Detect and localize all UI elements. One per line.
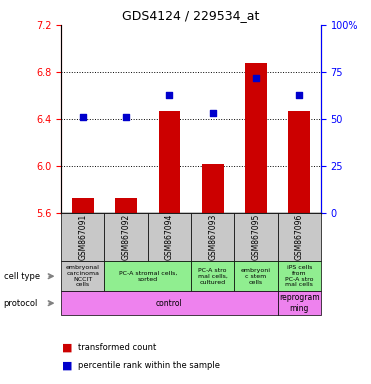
Bar [289, 111, 310, 213]
Text: GSM867096: GSM867096 [295, 214, 304, 260]
Text: iPS cells
from
PC-A stro
mal cells: iPS cells from PC-A stro mal cells [285, 265, 313, 287]
Text: percentile rank within the sample: percentile rank within the sample [78, 361, 220, 370]
Text: reprogram
ming: reprogram ming [279, 293, 319, 313]
Text: GSM867094: GSM867094 [165, 214, 174, 260]
Text: GSM867092: GSM867092 [122, 214, 131, 260]
Text: protocol: protocol [4, 299, 38, 308]
Text: cell type: cell type [4, 272, 40, 281]
Point [167, 91, 173, 98]
Bar [202, 164, 224, 213]
Text: PC-A stro
mal cells,
cultured: PC-A stro mal cells, cultured [198, 268, 228, 285]
Text: control: control [156, 299, 183, 308]
Bar [115, 198, 137, 213]
Text: GSM867093: GSM867093 [208, 214, 217, 260]
Bar [245, 63, 267, 213]
Text: ■: ■ [62, 361, 73, 371]
Text: ■: ■ [62, 343, 73, 353]
Title: GDS4124 / 229534_at: GDS4124 / 229534_at [122, 9, 260, 22]
Bar [159, 111, 180, 213]
Text: GSM867091: GSM867091 [78, 214, 87, 260]
Text: PC-A stromal cells,
sorted: PC-A stromal cells, sorted [119, 271, 177, 281]
Point [253, 74, 259, 81]
Point [123, 114, 129, 120]
Point [210, 110, 216, 116]
Point [296, 91, 302, 98]
Text: transformed count: transformed count [78, 343, 156, 352]
Point [80, 114, 86, 120]
Text: embryoni
c stem
cells: embryoni c stem cells [241, 268, 271, 285]
Text: embryonal
carcinoma
NCCIT
cells: embryonal carcinoma NCCIT cells [66, 265, 100, 287]
Text: GSM867095: GSM867095 [252, 214, 260, 260]
Bar [72, 198, 93, 213]
